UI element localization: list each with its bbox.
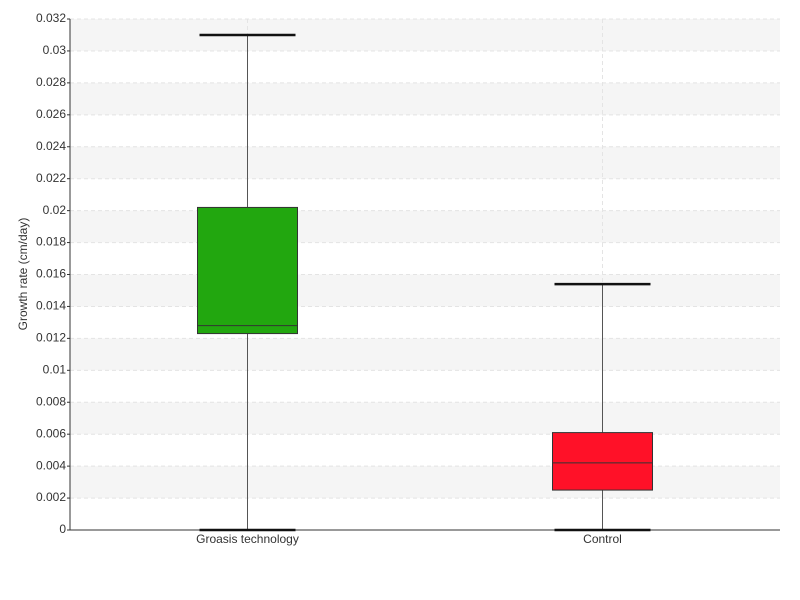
y-tick-label: 0.024 [36,139,66,153]
box [552,432,653,491]
grid-band [70,338,780,371]
box [197,206,298,335]
grid-band [70,82,780,115]
grid-band [70,274,780,307]
y-tick-label: 0.004 [36,458,66,472]
y-tick-label: 0.012 [36,331,66,345]
y-tick-label: 0.006 [36,426,66,440]
grid-band [70,19,780,51]
y-tick-label: 0.032 [36,11,66,25]
y-tick-label: 0.01 [43,362,67,376]
y-tick-label: 0.026 [36,107,66,121]
y-tick-label: 0.016 [36,267,66,281]
y-tick-label: 0.018 [36,235,66,249]
y-tick-label: 0.014 [36,299,66,313]
grid-band [70,146,780,179]
y-tick-label: 0 [59,522,66,536]
y-tick-label: 0.028 [36,75,66,89]
y-tick-label: 0.022 [36,171,66,185]
y-tick-label: 0.008 [36,394,66,408]
x-tick-label: Control [583,532,622,546]
y-tick-label: 0.002 [36,490,66,504]
y-tick-label: 0.02 [43,203,67,217]
y-tick-label: 0.03 [43,43,67,57]
grid-band [70,466,780,499]
grid-band [70,210,780,243]
grid-band [70,402,780,435]
y-axis-label: Growth rate (cm/day) [16,218,30,331]
x-tick-label: Groasis technology [196,532,299,546]
